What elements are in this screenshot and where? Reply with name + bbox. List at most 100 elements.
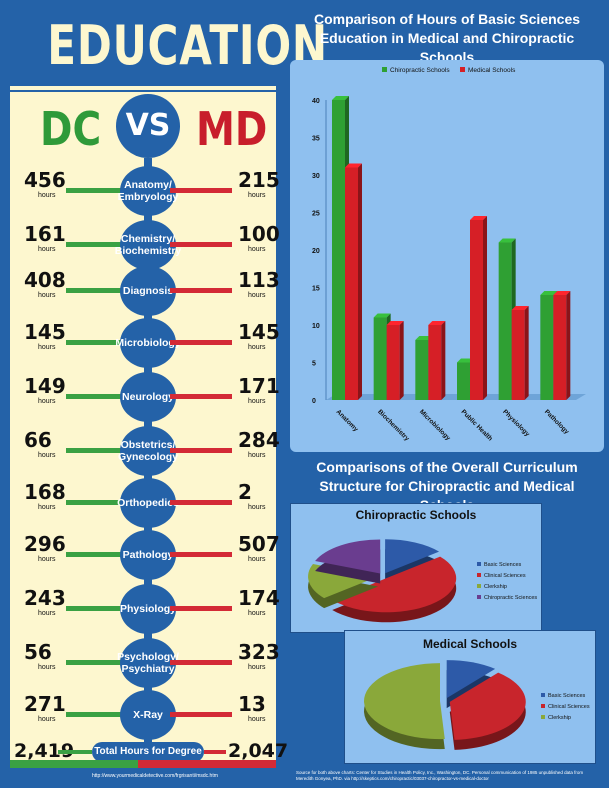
bar-top [553, 291, 571, 295]
bar-top [498, 238, 516, 243]
y-tick-label: 30 [312, 173, 320, 180]
subject-node: Anatomy/ Embryology [118, 166, 178, 216]
bar-top [428, 321, 446, 325]
md-hours: 13 [238, 692, 266, 716]
total-label: Total Hours for Degree [92, 742, 204, 762]
comparison-row: 456 hours Anatomy/ Embryology 215 hours [10, 166, 280, 216]
chiropractic-pie: Basic Sciences Clinical Sciences Clerkship… [308, 539, 537, 623]
red-bar [170, 606, 232, 611]
y-tick-label: 10 [312, 323, 320, 330]
md-hours: 174 [238, 586, 280, 610]
green-bar [66, 340, 126, 345]
bar [345, 167, 358, 400]
red-bar [170, 188, 232, 193]
green-bar [66, 500, 126, 505]
subject-node: Diagnosis [120, 266, 176, 316]
legend-label: Basic Sciences [484, 562, 522, 568]
dc-hours: 168 [24, 480, 66, 504]
x-tick-label: Public Health [460, 408, 494, 442]
red-bar [204, 750, 226, 754]
subject-node: Physiology [120, 584, 176, 634]
md-hours: 215 [238, 168, 280, 192]
red-bar [170, 552, 232, 557]
bar-top [373, 313, 391, 318]
bar [332, 100, 345, 400]
subject-node: Pathology [120, 530, 176, 580]
comparison-row: 149 hours Neurology 171 hours [10, 372, 280, 422]
red-bar [170, 340, 232, 345]
total-md-hours: 2,047 [228, 740, 289, 762]
source-url[interactable]: http://www.yourmedicaldetective.com/frgr… [92, 773, 218, 779]
subject-node: Psychology/ Psychiatry [117, 638, 179, 688]
bar-chart: Chiropractic Schools Medical Schools 0 5 10 1… [312, 67, 586, 443]
green-bar [66, 188, 126, 193]
md-hours: 100 [238, 222, 280, 246]
bar [540, 295, 554, 400]
green-bar [66, 394, 126, 399]
md-hours: 2 [238, 480, 252, 504]
bar-top [470, 216, 487, 220]
subject-node: Obstetrics/ Gynecology [118, 426, 178, 476]
green-bar [66, 712, 126, 717]
red-bar [170, 660, 232, 665]
hours-label: hours [248, 716, 266, 723]
bar-top [345, 163, 362, 168]
bar-side [399, 321, 404, 400]
divider [10, 80, 276, 86]
pie-title: Medical Schools [422, 637, 518, 651]
bar-side [483, 216, 487, 400]
bar [373, 317, 387, 400]
md-hours: 323 [238, 640, 280, 664]
total-row: 2,419 Total Hours for Degree 2,047 [10, 740, 288, 764]
pie-slice [446, 660, 496, 699]
bar-chart-title: Comparison of Hours of Basic Sciences Ed… [313, 11, 581, 65]
bar [498, 242, 512, 400]
green-bar [66, 606, 126, 611]
red-bar [170, 712, 232, 717]
education-title: EDUCATION [47, 14, 328, 77]
comparison-row: 271 hours X-Ray 13 hours [10, 690, 276, 740]
green-bar [66, 552, 126, 557]
md-heading: MD [196, 102, 268, 156]
legend-label: Clinical Sciences [548, 704, 590, 710]
education-header: EDUCATION [10, 8, 328, 80]
dc-hours: 66 [24, 428, 52, 452]
hours-label: hours [38, 610, 56, 617]
bar-side [524, 306, 529, 400]
hours-label: hours [248, 610, 266, 617]
legend-swatch [382, 67, 387, 72]
hours-label: hours [248, 556, 266, 563]
comparison-row: 168 hours Orthopedics 2 hours [10, 478, 276, 528]
pie-slice [449, 672, 526, 740]
y-tick-label: 15 [312, 286, 320, 293]
red-bar [170, 448, 232, 453]
comparison-row: 243 hours Physiology 174 hours [10, 584, 280, 634]
legend-label: Clerkship [484, 584, 507, 590]
legend-label: Clerkship [548, 715, 571, 721]
dc-hours: 56 [24, 640, 52, 664]
subject-node: Orthopedics [117, 478, 179, 528]
bar [553, 295, 567, 400]
hours-label: hours [248, 664, 266, 671]
hours-label: hours [38, 246, 56, 253]
x-tick-label: Pathology [543, 408, 570, 435]
md-hours: 145 [238, 320, 280, 344]
hours-label: hours [38, 664, 56, 671]
bar-top [415, 336, 433, 340]
y-tick-label: 25 [312, 211, 320, 218]
dc-hours: 149 [24, 374, 66, 398]
green-bar [66, 448, 126, 453]
vs-badge: VS [116, 94, 180, 158]
bar [386, 325, 400, 400]
y-tick-label: 35 [312, 136, 320, 143]
legend-swatch [541, 715, 545, 719]
y-tick-label: 20 [312, 248, 320, 255]
bar [428, 325, 442, 400]
subject-node: Microbiology [115, 318, 181, 368]
red-bar [170, 500, 232, 505]
bar-side [358, 163, 362, 400]
dc-hours: 161 [24, 222, 66, 246]
green-footer-bar [10, 760, 138, 768]
bar [470, 220, 483, 400]
subject-node: X-Ray [120, 690, 176, 740]
